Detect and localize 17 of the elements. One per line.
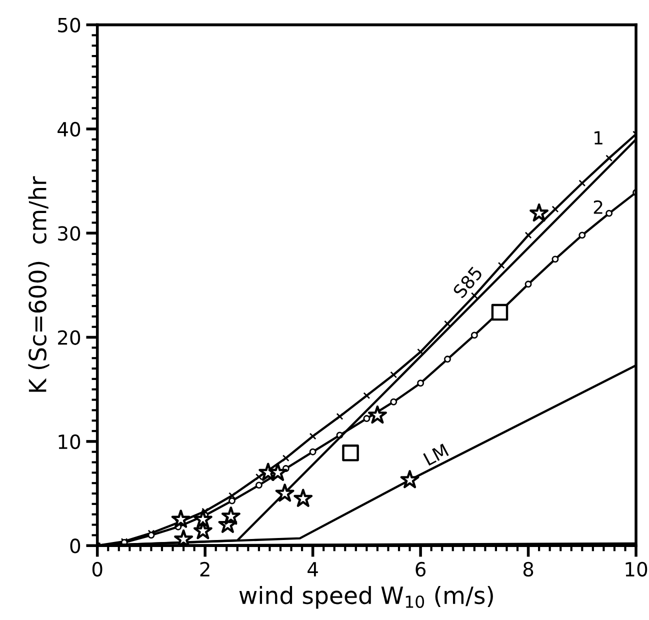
y-tick-label: 0	[70, 538, 80, 554]
x-tick-label: 0	[92, 562, 102, 577]
x-tick-label: 6	[416, 562, 426, 577]
series-label: 1	[594, 131, 602, 144]
y-tick-label: 40	[58, 122, 80, 137]
y-tick-label: 30	[58, 226, 80, 241]
y-axis-title: K (Sc=600) cm/hr	[28, 176, 50, 392]
y-tick-label: 10	[58, 434, 80, 450]
x-tick-label: 2	[200, 562, 210, 576]
text: LM	[423, 444, 449, 466]
x-tick-label: 10	[626, 562, 648, 577]
x-tick-label: 8	[523, 562, 534, 577]
x-tick-label: 4	[308, 562, 318, 576]
y-tick-label: 50	[58, 18, 80, 32]
x-axis-title: wind speed W$_{10}$ (m/s)	[239, 586, 493, 609]
series-label: 2	[594, 200, 602, 214]
y-tick-label: 20	[58, 330, 80, 345]
